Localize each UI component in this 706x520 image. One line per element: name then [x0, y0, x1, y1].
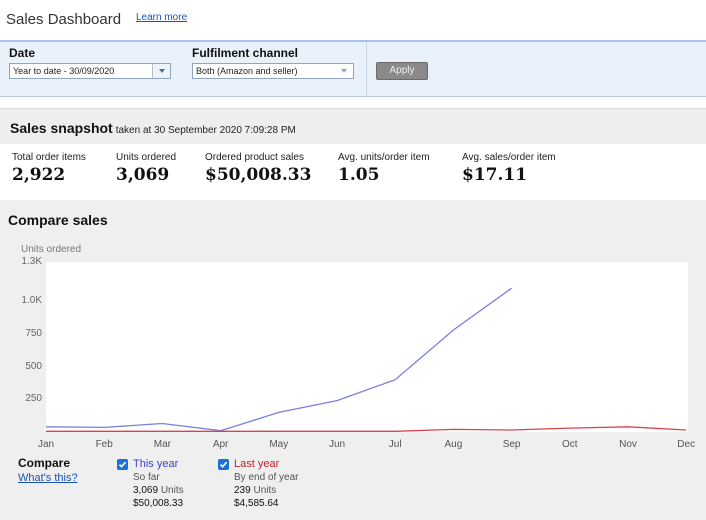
this-year-units: 3,069 Units	[133, 484, 184, 497]
x-tick-label: Mar	[153, 439, 171, 450]
channel-filter: Fulfilment channel Both (Amazon and sell…	[192, 46, 354, 79]
snapshot-metrics: Total order items 2,922 Units ordered 3,…	[0, 146, 706, 196]
date-filter: Date Year to date - 30/09/2020	[9, 46, 171, 79]
check-icon	[118, 461, 127, 468]
x-tick-label: Apr	[212, 439, 229, 450]
snapshot-heading: Sales snapshot taken at 30 September 2020…	[10, 120, 296, 136]
y-tick-label: 750	[25, 327, 42, 339]
series-line-this-year	[46, 287, 512, 432]
last-year-units-word: Units	[253, 485, 277, 496]
channel-select[interactable]: Both (Amazon and seller)	[192, 63, 354, 79]
chevron-down-icon[interactable]	[152, 64, 170, 78]
x-tick-label: Jun	[328, 439, 346, 450]
compare-legend: Compare What's this?	[18, 456, 78, 484]
y-tick-label: 1.0K	[21, 295, 42, 307]
legend-last-year: Last year By end of year 239 Units $4,58…	[218, 458, 298, 510]
legend-this-year: This year So far 3,069 Units $50,008.33	[117, 458, 184, 510]
units-ordered-chart	[46, 287, 687, 432]
x-tick-label: Jul	[388, 439, 402, 450]
whats-this-link[interactable]: What's this?	[18, 472, 78, 484]
x-tick-label: Dec	[677, 439, 696, 450]
compare-legend-title: Compare	[18, 456, 71, 470]
learn-more-link[interactable]: Learn more	[136, 12, 188, 23]
this-year-checkbox[interactable]	[117, 459, 128, 470]
metric-value: 1.05	[338, 165, 380, 185]
last-year-label: Last year	[234, 458, 280, 470]
x-tick-label: Oct	[562, 439, 578, 450]
snapshot-title: Sales snapshot	[10, 120, 113, 136]
metric-value: $17.11	[462, 165, 528, 185]
page-title: Sales Dashboard	[6, 11, 122, 28]
this-year-label: This year	[133, 458, 179, 470]
x-tick-label: Jan	[37, 439, 55, 450]
check-icon	[219, 461, 228, 468]
apply-button[interactable]: Apply	[376, 62, 428, 80]
metric-value: 2,922	[12, 165, 66, 185]
metric-avg-units-per-order: Avg. units/order item 1.05	[338, 152, 430, 185]
metric-ordered-product-sales: Ordered product sales $50,008.33	[205, 152, 311, 185]
last-year-checkbox[interactable]	[218, 459, 229, 470]
date-select[interactable]: Year to date - 30/09/2020	[9, 63, 171, 79]
last-year-period: By end of year	[234, 472, 299, 483]
x-tick-label: Sep	[502, 439, 521, 450]
y-tick-label: 500	[25, 360, 42, 372]
metric-label: Ordered product sales	[205, 152, 304, 163]
metric-label: Units ordered	[116, 152, 177, 163]
metric-avg-sales-per-order: Avg. sales/order item $17.11	[462, 152, 556, 185]
page-header: Sales Dashboard Learn more	[0, 0, 706, 40]
chart-plot-area	[46, 262, 688, 432]
last-year-units-value: 239	[234, 485, 251, 496]
filter-bar: Date Year to date - 30/09/2020 Fulfilmen…	[0, 40, 706, 97]
y-axis-title: Units ordered	[21, 244, 82, 255]
chevron-down-icon[interactable]	[335, 64, 353, 78]
snapshot-bar: Sales snapshot taken at 30 September 2020…	[0, 108, 706, 144]
compare-sales-panel: Compare sales Units ordered Compare What…	[0, 200, 706, 520]
last-year-units: 239 Units	[234, 484, 298, 497]
snapshot-timestamp: taken at 30 September 2020 7:09:28 PM	[115, 125, 296, 136]
this-year-units-value: 3,069	[133, 485, 159, 496]
x-tick-label: Feb	[95, 439, 113, 450]
filter-divider	[366, 42, 367, 96]
last-year-sales: $4,585.64	[234, 498, 279, 509]
this-year-units-word: Units	[160, 485, 184, 496]
y-tick-label: 250	[25, 393, 42, 405]
metric-label: Avg. units/order item	[338, 152, 430, 163]
y-tick-label: 1.3K	[21, 256, 42, 267]
x-tick-label: Nov	[619, 439, 637, 450]
date-select-value: Year to date - 30/09/2020	[13, 66, 115, 76]
metric-units-ordered: Units ordered 3,069	[116, 152, 176, 185]
this-year-sales: $50,008.33	[133, 498, 184, 509]
series-line-last-year	[46, 426, 687, 432]
date-label: Date	[9, 46, 36, 60]
metric-total-order-items: Total order items 2,922	[12, 152, 86, 185]
channel-select-value: Both (Amazon and seller)	[196, 66, 298, 76]
metric-value: $50,008.33	[205, 165, 312, 185]
channel-label: Fulfilment channel	[192, 46, 299, 60]
metric-label: Total order items	[12, 152, 86, 163]
metric-label: Avg. sales/order item	[462, 152, 556, 163]
x-tick-label: May	[269, 439, 289, 450]
metric-value: 3,069	[116, 165, 170, 185]
x-tick-label: Aug	[444, 439, 463, 450]
this-year-period: So far	[133, 472, 160, 483]
compare-sales-title: Compare sales	[8, 212, 108, 228]
